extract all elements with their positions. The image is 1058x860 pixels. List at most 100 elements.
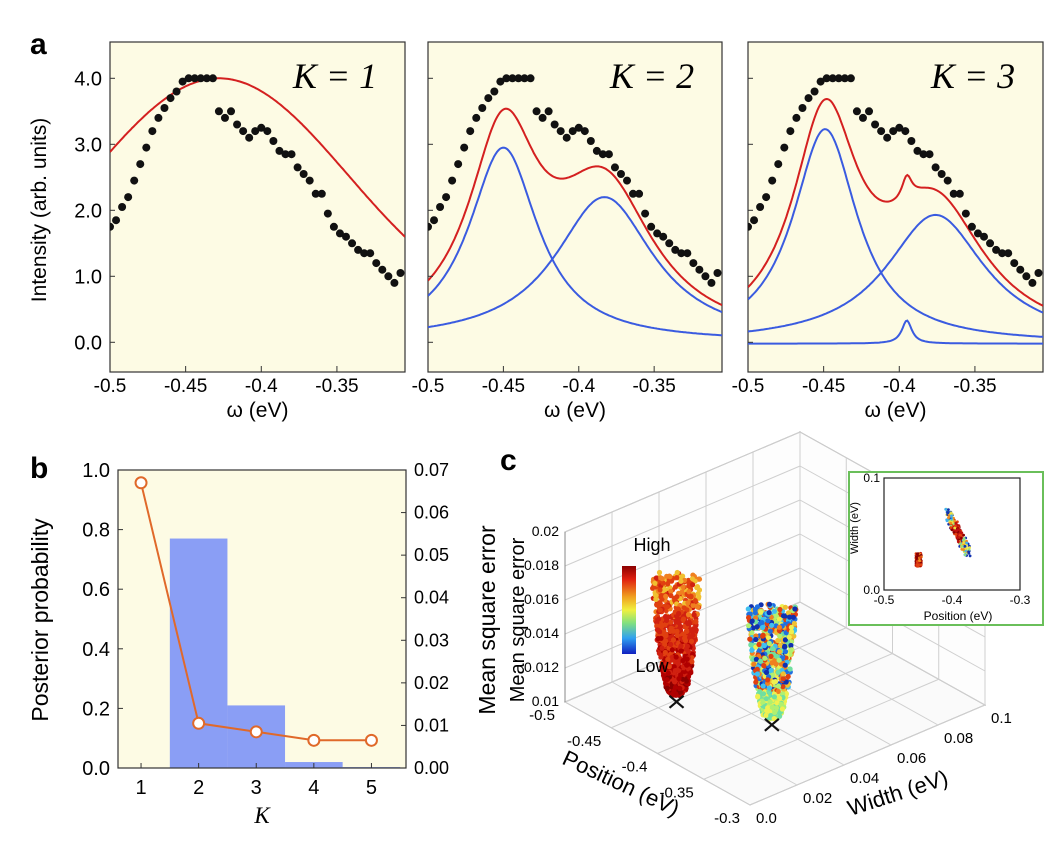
cluster-point [775, 683, 782, 689]
cluster-point [752, 606, 758, 613]
cluster-point [766, 640, 772, 647]
z-tick-label: 0.018 [524, 557, 559, 573]
cluster-point [690, 632, 696, 638]
data-point [172, 87, 181, 96]
data-point [556, 127, 565, 136]
panel-c-zlabel: Mean square error [507, 537, 529, 702]
inset-point [949, 512, 952, 515]
cluster-point [760, 624, 766, 631]
width-tick-label: 0.04 [850, 770, 879, 787]
data-point [311, 189, 320, 198]
data-point [378, 265, 387, 274]
data-point [919, 150, 928, 159]
data-point [1022, 272, 1031, 281]
cluster-point [684, 662, 690, 668]
inset-point [919, 556, 923, 559]
cluster-point [775, 637, 781, 644]
inset-point [945, 519, 949, 523]
x-tick-label: -0.45 [802, 376, 845, 397]
fit-total-curve [110, 77, 405, 238]
data-point [707, 278, 716, 287]
data-point [901, 127, 910, 136]
cluster-point [769, 646, 776, 652]
cluster-2 [745, 601, 799, 722]
cluster-point [760, 691, 767, 697]
x-tick-label: -0.4 [245, 376, 278, 397]
y2-tick-label: 0.05 [414, 545, 449, 565]
y2-tick-label: 0.07 [414, 460, 449, 480]
cluster-point [665, 670, 671, 676]
cluster-point [754, 671, 761, 677]
x-tick-label: 3 [251, 777, 262, 799]
cluster-point [674, 594, 680, 600]
plot-content [110, 74, 405, 287]
data-point [1004, 249, 1013, 258]
cluster-point [767, 699, 773, 705]
inset-point [917, 564, 920, 567]
data-point [580, 127, 589, 136]
data-point [998, 249, 1007, 258]
cluster-point [676, 676, 682, 682]
cluster-point [692, 598, 698, 604]
data-point [701, 272, 710, 281]
cluster-point [751, 661, 757, 667]
data-point [653, 229, 662, 238]
data-point [871, 120, 880, 129]
inset-point [949, 526, 953, 529]
data-point [436, 203, 445, 211]
cluster-point [757, 658, 764, 664]
data-point [329, 222, 338, 231]
cluster-point [753, 656, 760, 662]
cluster-point [672, 684, 679, 691]
cluster-point [654, 602, 660, 608]
data-point [208, 74, 217, 83]
data-point [335, 229, 344, 238]
grid-line [564, 499, 801, 601]
cluster-point [689, 659, 695, 665]
y2-tick-label: 0.02 [414, 673, 449, 693]
cluster-point [749, 629, 755, 636]
data-point [586, 137, 595, 145]
cluster-point [771, 679, 777, 685]
inset-point [949, 521, 953, 525]
panel-b-chart: 0.0 0.2 0.4 0.6 0.8 1.0 0.00 0.01 0.02 0.03 0.04 0.… [82, 460, 449, 799]
cluster-point [769, 622, 775, 628]
data-point [454, 160, 463, 169]
cluster-point [771, 716, 777, 722]
cluster-point [664, 685, 670, 692]
inset-point [962, 541, 965, 545]
cluster-point [766, 635, 772, 641]
data-point [973, 229, 982, 238]
data-point [689, 259, 698, 268]
data-point [925, 150, 934, 159]
cluster-point [766, 610, 772, 616]
y-tick-label: 0.2 [82, 698, 110, 720]
cluster-point [663, 593, 669, 600]
y-tick-label: 1.0 [74, 266, 102, 288]
data-point [490, 87, 499, 96]
bar-k2 [169, 538, 228, 768]
cluster-point [669, 654, 675, 660]
cluster-point [681, 616, 687, 622]
cluster-point [761, 663, 767, 669]
cluster-point [746, 615, 752, 621]
data-point [834, 74, 843, 83]
cluster-point [761, 643, 768, 649]
grid-line [611, 681, 798, 786]
fit-component-2 [428, 196, 722, 329]
x-axis-label: ω (eV) [227, 399, 289, 422]
cluster-point [690, 582, 696, 588]
data-point [184, 74, 193, 83]
cluster-point [668, 619, 674, 625]
data-point [478, 104, 487, 112]
cluster-point [665, 581, 671, 587]
cluster-point [652, 592, 659, 598]
panel-label-c: c [500, 444, 517, 477]
cluster-point [749, 618, 755, 624]
data-point [275, 146, 284, 155]
data-point [142, 143, 151, 152]
cluster-point [769, 704, 775, 710]
cluster-point [758, 609, 764, 615]
inset-point [965, 546, 968, 550]
grid-line [703, 678, 939, 780]
